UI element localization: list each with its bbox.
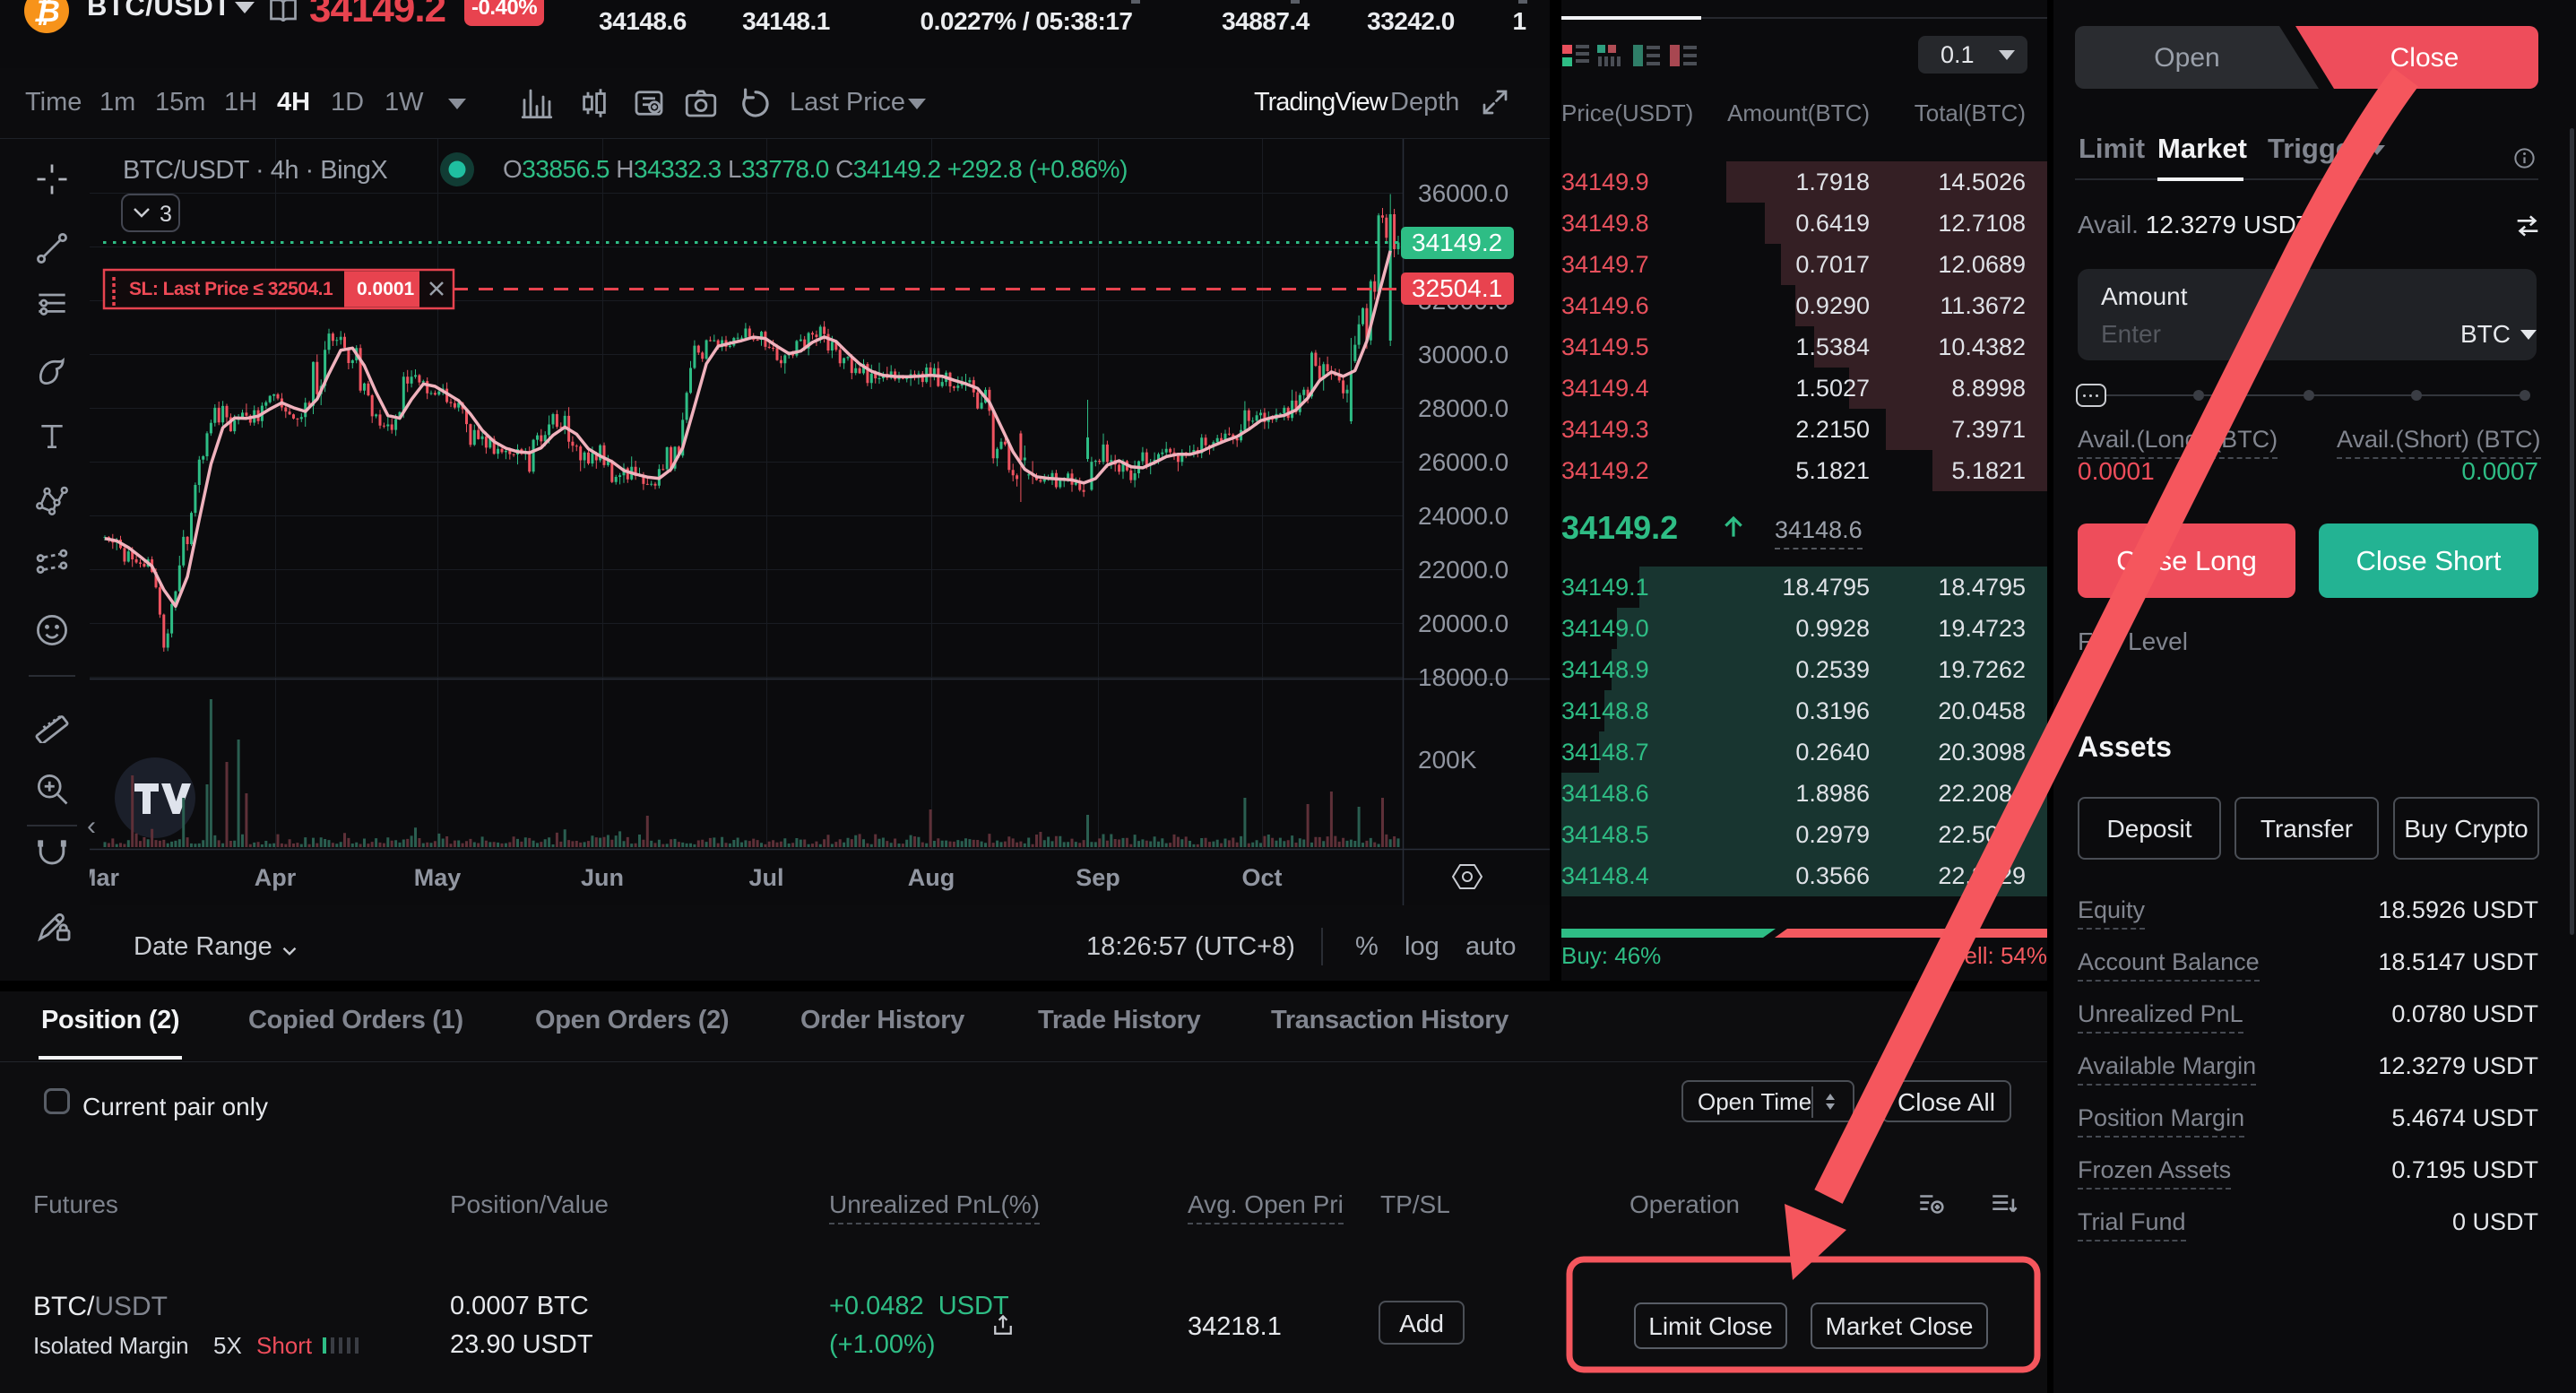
svg-text:18000.0: 18000.0 <box>1418 663 1508 691</box>
svg-text:24000.0: 24000.0 <box>1418 502 1508 530</box>
svg-text:26000.0: 26000.0 <box>1418 448 1508 476</box>
svg-text:O33856.5 H34332.3 L33778.0 C34: O33856.5 H34332.3 L33778.0 C34149.2 +292… <box>503 155 1128 183</box>
svg-text:Jul: Jul <box>748 864 783 891</box>
svg-text:Open: Open <box>2154 43 2219 73</box>
svg-text:30000.0: 30000.0 <box>1418 341 1508 368</box>
svg-text:200K: 200K <box>1418 746 1477 774</box>
svg-text:Mar: Mar <box>90 864 119 891</box>
svg-text:34149.2: 34149.2 <box>1412 229 1502 256</box>
svg-text:36000.0: 36000.0 <box>1418 179 1508 207</box>
svg-text:Apr: Apr <box>255 864 297 891</box>
svg-text:Aug: Aug <box>908 864 955 891</box>
svg-text:32504.1: 32504.1 <box>1412 274 1502 302</box>
svg-text:28000.0: 28000.0 <box>1418 394 1508 422</box>
svg-text:Sep: Sep <box>1076 864 1120 891</box>
svg-text:BTC/USDT · 4h · BingX: BTC/USDT · 4h · BingX <box>123 156 387 185</box>
svg-text:Oct: Oct <box>1241 864 1282 891</box>
svg-text:22000.0: 22000.0 <box>1418 556 1508 584</box>
svg-text:20000.0: 20000.0 <box>1418 610 1508 637</box>
svg-text:May: May <box>414 864 462 891</box>
svg-text:Jun: Jun <box>581 864 624 891</box>
svg-text:Close: Close <box>2390 43 2459 73</box>
svg-text:3: 3 <box>160 202 172 227</box>
svg-text:0.0001: 0.0001 <box>357 279 415 299</box>
svg-text:SL: Last Price ≤ 32504.1: SL: Last Price ≤ 32504.1 <box>129 279 333 299</box>
